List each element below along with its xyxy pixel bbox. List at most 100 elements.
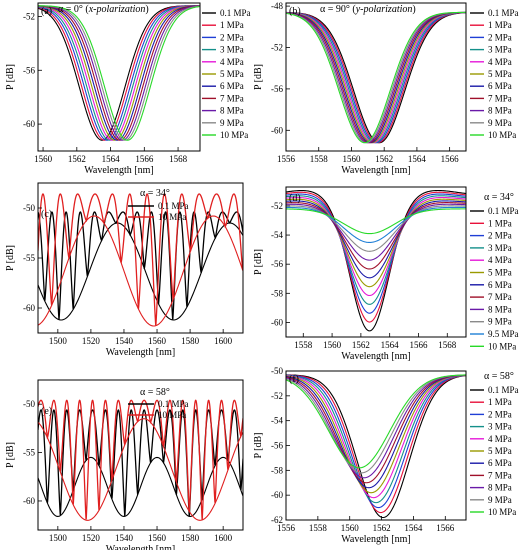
series-line-f-5-MPa <box>286 374 466 494</box>
y-tick-label: -50 <box>23 203 35 213</box>
alpha-annotation: α = 90° (y-polarization) <box>320 4 416 15</box>
series-line-d-2-MPa <box>286 193 466 314</box>
x-tick-label: 1560 <box>323 340 342 350</box>
series-line-f-3-MPa <box>286 374 466 504</box>
x-tick-label: 1562 <box>375 154 393 164</box>
series-line-b-6-MPa <box>286 11 466 144</box>
x-tick-label: 1566 <box>135 154 154 164</box>
y-tick-label: -60 <box>271 317 283 327</box>
legend-label: 4 MPa <box>488 255 512 265</box>
y-tick-label: -60 <box>271 490 283 500</box>
legend-b: 0.1 MPa 1 MPa 2 MPa 3 MPa 4 MPa 5 MPa 6 MPa 7 M… <box>470 8 519 140</box>
x-tick-label: 1566 <box>441 154 460 164</box>
alpha-annotation: α = 0° (x-polarization) <box>58 4 149 15</box>
y-tick-label: -48 <box>271 1 283 11</box>
legend-label: 8 MPa <box>488 483 512 493</box>
legend-label: 3 MPa <box>488 45 512 55</box>
x-tick-label: 1600 <box>214 336 233 346</box>
y-axis-label: P [dB] <box>253 432 264 458</box>
legend-label: 6 MPa <box>488 81 512 91</box>
legend-label: 9 MPa <box>488 495 512 505</box>
legend-label: 9 MPa <box>220 118 244 128</box>
y-tick-label: -56 <box>271 84 283 94</box>
x-axis-label: Wavelength [nm] <box>341 534 410 545</box>
panel-label: (c) <box>41 209 52 220</box>
series-line-f-9-MPa <box>286 374 466 474</box>
alpha-annotation: α = 58° <box>140 387 170 398</box>
legend-label: 3 MPa <box>488 422 512 432</box>
series-line-d-9-5-MPa <box>286 206 466 243</box>
x-tick-label: 1558 <box>309 523 328 533</box>
x-tick-label: 1560 <box>34 154 53 164</box>
legend-label: 7 MPa <box>220 93 244 103</box>
series-line-b-0-1-MPa <box>286 11 466 144</box>
legend-label: 1 MPa <box>488 218 512 228</box>
envelope-e-10-MPa <box>38 418 243 521</box>
x-tick-label: 1566 <box>409 340 428 350</box>
series-line-b-3-MPa <box>286 11 466 144</box>
legend-a: 0.1 MPa 1 MPa 2 MPa 3 MPa 4 MPa 5 MPa 6 MPa 7 M… <box>202 8 251 140</box>
y-tick-label: -56 <box>271 259 283 269</box>
x-tick-label: 1560 <box>342 154 361 164</box>
x-tick-label: 1564 <box>102 154 121 164</box>
series-line-d-4-MPa <box>286 196 466 297</box>
series-line-b-2-MPa <box>286 12 466 144</box>
x-tick-label: 1562 <box>352 340 370 350</box>
x-tick-label: 1564 <box>381 340 400 350</box>
x-tick-label: 1566 <box>436 523 455 533</box>
series-line-d-7-MPa <box>286 202 466 270</box>
legend-label: 4 MPa <box>220 57 244 67</box>
x-tick-label: 1560 <box>148 533 167 543</box>
x-tick-label: 1580 <box>181 533 200 543</box>
plot-frame-e <box>37 379 244 531</box>
legend-label: 0.1 MPa <box>488 206 519 216</box>
legend-f: 0.1 MPa 1 MPa 2 MPa 3 MPa 4 MPa 5 MPa 6 MPa 7 M… <box>470 385 519 517</box>
panel-label: (d) <box>289 193 301 204</box>
x-tick-label: 1564 <box>404 523 423 533</box>
panel-label: (e) <box>41 406 52 417</box>
legend-label: 9 MPa <box>488 317 512 327</box>
series-line-d-9-MPa <box>286 205 466 252</box>
series-line-a-7-MPa <box>38 5 200 141</box>
envelope-c-0-1-MPa <box>38 222 243 321</box>
legend-label: 8 MPa <box>488 304 512 314</box>
panel-label: (a) <box>41 6 52 17</box>
legend-label: 10 MPa <box>488 507 516 517</box>
series-line-a-9-MPa <box>38 5 200 141</box>
x-tick-label: 1540 <box>115 533 134 543</box>
y-tick-label: -56 <box>23 65 35 75</box>
plot-frame-d <box>285 186 467 338</box>
legend-label: 0.1 MPa <box>220 8 251 18</box>
series-line-b-10-MPa <box>286 11 466 144</box>
series-line-b-1-MPa <box>286 11 466 144</box>
series-line-a-6-MPa <box>38 5 200 141</box>
series-line-f-8-MPa <box>286 374 466 479</box>
x-tick-label: 1564 <box>408 154 427 164</box>
panel-label: (f) <box>289 374 299 385</box>
legend-label: 6 MPa <box>220 81 244 91</box>
plot-area-d <box>286 189 466 332</box>
x-tick-label: 1560 <box>148 336 167 346</box>
panel-d: 1558 1560 1562 1564 1566 1568 -52 -54 -56 -58 -60 W… <box>253 186 519 362</box>
plot-area-e <box>38 399 243 521</box>
legend-label: 9.5 MPa <box>488 329 519 339</box>
plot-frame-b <box>285 2 467 152</box>
legend-label: 5 MPa <box>488 268 512 278</box>
x-tick-label: 1520 <box>82 336 101 346</box>
series-line-f-4-MPa <box>286 374 466 499</box>
legend-label: 4 MPa <box>488 57 512 67</box>
panel-label: (b) <box>289 6 301 17</box>
x-axis-label: Wavelength [nm] <box>106 544 175 550</box>
legend-label: 7 MPa <box>488 470 512 480</box>
y-tick-label: -52 <box>23 11 35 21</box>
series-line-a-8-MPa <box>38 5 200 141</box>
legend-label: 0.1 MPa <box>158 399 189 409</box>
x-axis-label: Wavelength [nm] <box>106 347 175 358</box>
x-tick-label: 1600 <box>214 533 233 543</box>
legend-label: 2 MPa <box>488 231 512 241</box>
x-tick-label: 1500 <box>49 533 68 543</box>
panel-e: 1500 1520 1540 1560 1580 1600 -50 -55 -60 Wavelen… <box>5 379 244 550</box>
y-tick-label: -55 <box>23 448 35 458</box>
y-tick-label: -62 <box>271 515 283 525</box>
